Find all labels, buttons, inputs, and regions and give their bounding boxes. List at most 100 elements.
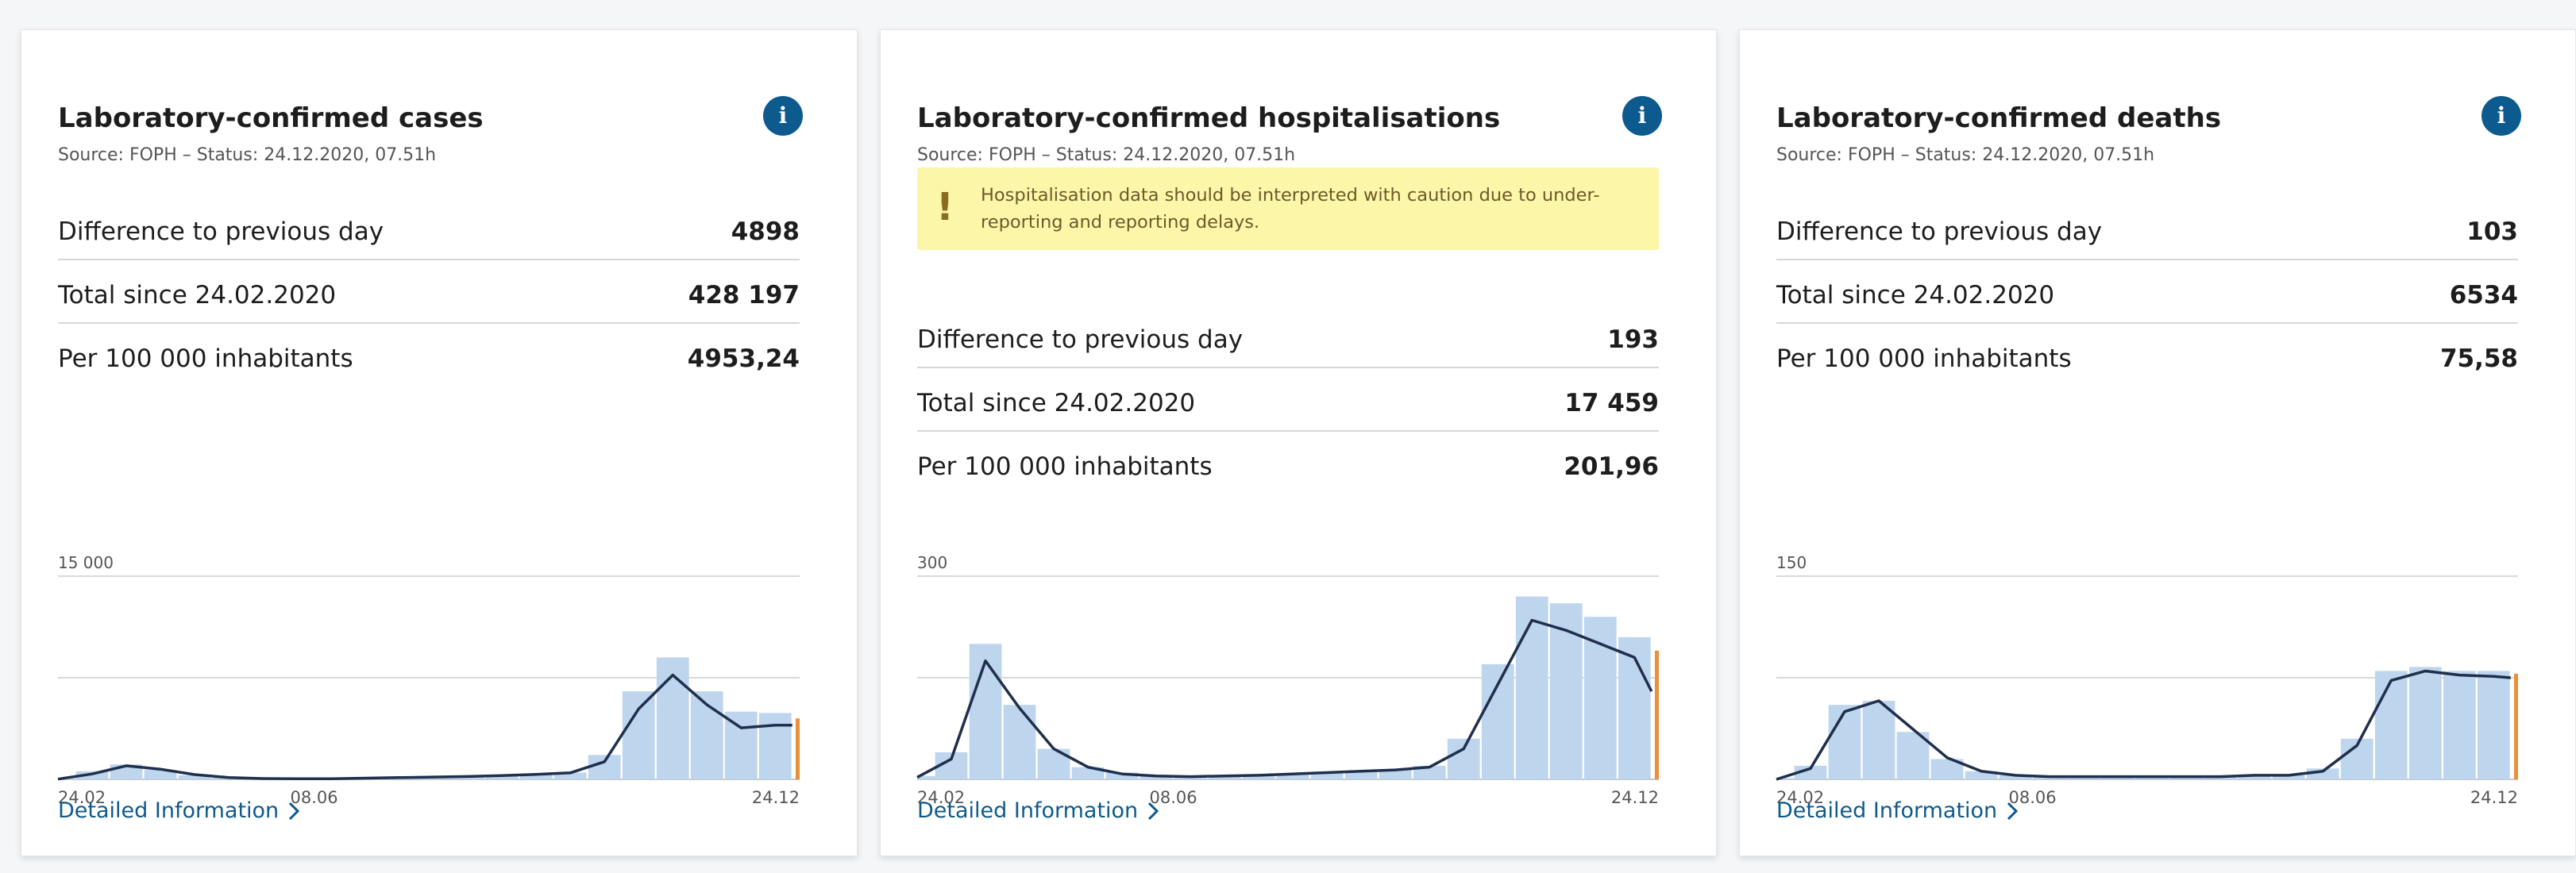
data-bar [758, 713, 792, 779]
x-tick-label: 24.12 [752, 788, 800, 807]
x-tick-label: 24.02 [1776, 788, 1824, 807]
chevron-right-icon [2007, 802, 2019, 821]
average-line [1776, 669, 2511, 781]
data-bar [969, 644, 1002, 779]
detail-link-label: Detailed Information [58, 798, 280, 823]
data-bar [1828, 705, 1861, 779]
y-tick-label: 150 [1776, 553, 1807, 572]
data-bar [2477, 671, 2510, 779]
data-bar [1549, 603, 1583, 779]
card-source: Source: FOPH – Status: 24.12.2020, 07.51… [1776, 145, 2155, 165]
detail-link-label: Detailed Information [1776, 798, 1998, 823]
data-bar [144, 770, 177, 779]
data-bar [1242, 775, 1275, 779]
data-bar [1481, 663, 1514, 779]
warning-text: Hospitalisation data should be interpret… [981, 185, 1600, 233]
stat-value: 6534 [2449, 281, 2518, 310]
stat-value: 4953,24 [687, 344, 800, 373]
x-tick-label: 08.06 [291, 788, 338, 807]
data-bar [2514, 673, 2518, 779]
data-bar [1515, 596, 1548, 779]
data-bar [519, 774, 553, 779]
data-bar [588, 755, 621, 779]
stat-row-difference: Difference to previous day 193 [917, 305, 1659, 368]
stat-value: 103 [2466, 217, 2518, 246]
stat-row-difference: Difference to previous day 4898 [58, 197, 800, 260]
card-source: Source: FOPH – Status: 24.12.2020, 07.51… [917, 145, 1296, 165]
cases-card: Laboratory-confirmed cases Source: FOPH … [21, 29, 858, 856]
hospitalisations-card: Laboratory-confirmed hospitalisations So… [880, 29, 1717, 856]
stat-value: 193 [1607, 325, 1659, 354]
data-bar [1999, 775, 2032, 779]
deaths-chart: 150 24.02 08.06 24.12 [1776, 553, 2518, 807]
stat-label: Difference to previous day [1776, 217, 2103, 246]
detailed-information-link[interactable]: Detailed Information [58, 798, 300, 823]
warning-icon: ! [936, 185, 954, 229]
data-bar [1618, 636, 1651, 779]
average-line [57, 673, 792, 781]
info-icon[interactable]: i [763, 96, 803, 136]
stat-value: 428 197 [688, 281, 800, 310]
data-bar [1071, 767, 1105, 779]
data-bar [656, 657, 689, 779]
data-bar [1583, 617, 1617, 779]
card-title: Laboratory-confirmed hospitalisations [917, 102, 1501, 134]
data-bar [917, 775, 950, 779]
data-bar [1344, 771, 1378, 779]
stat-label: Difference to previous day [58, 217, 384, 246]
detailed-information-link[interactable]: Detailed Information [1776, 798, 2019, 823]
y-tick-label: 15 000 [58, 553, 114, 572]
stat-row-per-100k: Per 100 000 inhabitants 201,96 [917, 432, 1659, 495]
y-tick-label: 300 [917, 553, 947, 572]
bar-series [1776, 667, 2518, 779]
x-tick-label: 08.06 [2009, 788, 2057, 807]
data-bar [622, 691, 655, 779]
data-bar [724, 711, 758, 779]
chevron-right-icon [288, 802, 300, 821]
data-bar [2272, 775, 2305, 779]
stat-label: Total since 24.02.2020 [58, 281, 337, 310]
data-bar [1655, 650, 1659, 779]
data-bar [1776, 778, 1809, 779]
stat-label: Total since 24.02.2020 [1776, 281, 2055, 310]
data-bar [2408, 667, 2442, 779]
average-line [916, 618, 1653, 779]
card-title: Laboratory-confirmed cases [58, 102, 484, 134]
data-bar [485, 775, 519, 779]
detail-link-label: Detailed Information [917, 798, 1139, 823]
data-bar [1276, 774, 1309, 779]
data-bar [1379, 769, 1412, 779]
stat-label: Difference to previous day [917, 325, 1244, 354]
data-bar [1208, 775, 1241, 779]
stat-value: 17 459 [1564, 389, 1659, 417]
data-bar [2443, 671, 2476, 779]
stat-label: Per 100 000 inhabitants [58, 344, 353, 373]
data-bar [1310, 772, 1344, 779]
data-bar [2238, 775, 2271, 779]
stat-row-per-100k: Per 100 000 inhabitants 4953,24 [58, 324, 800, 387]
deaths-card: Laboratory-confirmed deaths Source: FOPH… [1739, 29, 2576, 856]
data-bar [1003, 705, 1036, 779]
card-source: Source: FOPH – Status: 24.12.2020, 07.51… [58, 145, 437, 165]
x-tick-label: 24.02 [58, 788, 106, 807]
data-bar [2374, 671, 2408, 779]
detailed-information-link[interactable]: Detailed Information [917, 798, 1159, 823]
data-bar [1105, 772, 1139, 779]
x-tick-label: 24.12 [2470, 788, 2518, 807]
data-bar [1965, 771, 1998, 779]
data-bar [1413, 765, 1446, 779]
stat-label: Per 100 000 inhabitants [917, 452, 1213, 481]
stat-value: 75,58 [2439, 344, 2518, 373]
warning-banner: ! Hospitalisation data should be interpr… [917, 167, 1659, 250]
stat-row-total: Total since 24.02.2020 6534 [1776, 260, 2518, 324]
x-tick-label: 24.02 [917, 788, 965, 807]
stat-row-total: Total since 24.02.2020 428 197 [58, 260, 800, 324]
stat-value: 4898 [731, 217, 800, 246]
info-icon[interactable]: i [2482, 96, 2521, 136]
stat-label: Per 100 000 inhabitants [1776, 344, 2072, 373]
card-title: Laboratory-confirmed deaths [1776, 102, 2222, 134]
bar-series [58, 657, 800, 779]
data-bar [553, 772, 587, 779]
info-icon[interactable]: i [1622, 96, 1662, 136]
stat-row-difference: Difference to previous day 103 [1776, 197, 2518, 260]
